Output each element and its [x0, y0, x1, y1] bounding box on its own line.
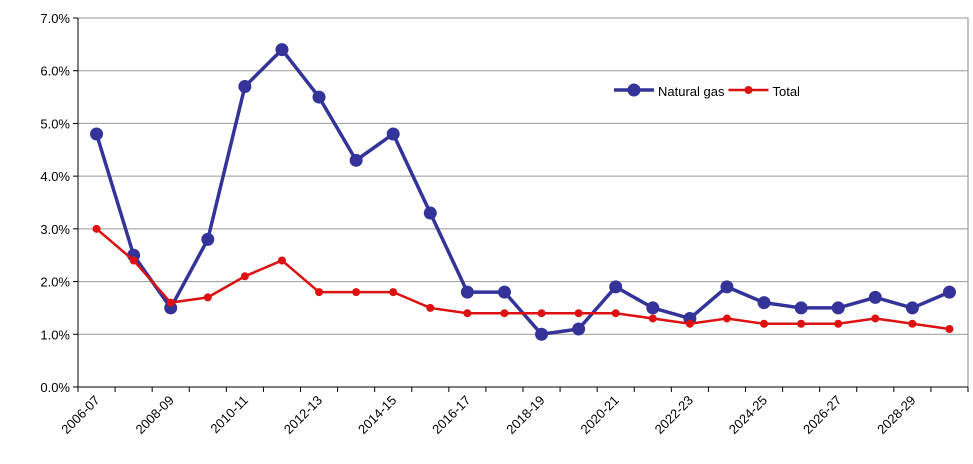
- x-tick-label: 2016-17: [429, 393, 473, 437]
- data-point: [611, 309, 620, 318]
- legend-label: Total: [772, 84, 800, 99]
- data-point: [240, 272, 249, 281]
- series-line: [95, 227, 950, 331]
- data-point: [720, 280, 734, 294]
- data-point: [203, 293, 212, 302]
- data-point: [423, 206, 437, 220]
- y-tick-label: 5.0%: [40, 116, 70, 131]
- data-point: [945, 325, 954, 334]
- legend-marker: [627, 83, 641, 97]
- y-tick-label: 0.0%: [40, 380, 70, 395]
- data-point: [389, 288, 398, 297]
- data-point: [646, 301, 660, 315]
- data-point: [760, 319, 769, 328]
- data-point: [722, 314, 731, 323]
- x-tick-label: 2020-21: [577, 393, 621, 437]
- data-point: [942, 285, 956, 299]
- x-tick-label: 2006-07: [58, 393, 102, 437]
- data-point: [757, 296, 771, 310]
- data-point: [315, 288, 324, 297]
- legend-label: Natural gas: [658, 84, 725, 99]
- data-point: [352, 288, 361, 297]
- y-tick-label: 2.0%: [40, 275, 70, 290]
- data-point: [238, 80, 252, 94]
- data-point: [275, 43, 289, 57]
- data-point: [537, 309, 546, 318]
- y-tick-label: 7.0%: [40, 11, 70, 26]
- data-point: [463, 309, 472, 318]
- y-tick-label: 1.0%: [40, 327, 70, 342]
- x-tick-label: 2018-19: [503, 393, 547, 437]
- data-point: [312, 90, 326, 104]
- data-point: [92, 224, 101, 233]
- data-point: [426, 303, 435, 312]
- data-point: [574, 309, 583, 318]
- data-point: [831, 301, 845, 315]
- data-point: [905, 301, 919, 315]
- legend-marker: [744, 86, 753, 94]
- x-tick-label: 2008-09: [132, 393, 176, 437]
- data-point: [797, 319, 806, 328]
- x-tick-label: 2028-29: [874, 393, 918, 437]
- x-tick-label: 2014-15: [355, 393, 399, 437]
- y-tick-label: 6.0%: [40, 64, 70, 79]
- data-point: [166, 298, 175, 307]
- plot-area: [77, 17, 969, 388]
- data-point: [386, 127, 400, 141]
- x-tick-label: 2026-27: [800, 393, 844, 437]
- data-point: [90, 127, 104, 141]
- data-point: [535, 327, 549, 341]
- y-tick-label: 3.0%: [40, 222, 70, 237]
- data-point: [129, 256, 138, 265]
- data-point: [868, 290, 882, 304]
- data-point: [834, 319, 843, 328]
- data-point: [908, 319, 917, 328]
- y-tick-label: 4.0%: [40, 169, 70, 184]
- data-point: [572, 322, 586, 336]
- data-point: [871, 314, 880, 323]
- data-point: [497, 285, 511, 299]
- x-tick-label: 2012-13: [281, 393, 325, 437]
- data-point: [794, 301, 808, 315]
- data-point: [609, 280, 623, 294]
- data-point: [201, 232, 215, 246]
- data-point: [685, 319, 694, 328]
- x-tick-label: 2010-11: [207, 393, 251, 437]
- data-point: [349, 153, 363, 167]
- data-point: [460, 285, 474, 299]
- data-point: [500, 309, 509, 318]
- x-tick-label: 2024-25: [726, 393, 770, 437]
- x-tick-label: 2022-23: [652, 393, 696, 437]
- data-point: [277, 256, 286, 265]
- data-point: [648, 314, 657, 323]
